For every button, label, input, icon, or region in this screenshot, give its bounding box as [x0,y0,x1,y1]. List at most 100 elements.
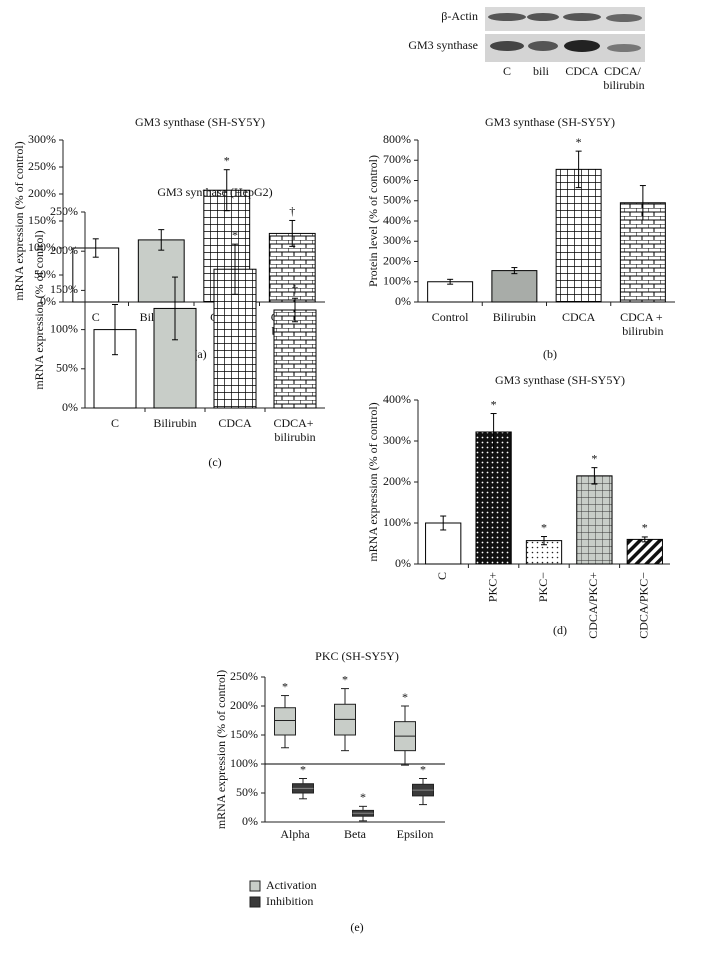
x-tick-label: Beta [344,827,367,841]
panel-label: (e) [350,920,363,934]
chart-title: GM3 synthase (SH-SY5Y) [495,373,625,387]
significance-marker: * [642,521,648,535]
x-tick-label: Bilirubin [493,310,536,324]
y-tick-label: 50% [236,785,258,799]
y-tick-label: 250% [230,669,258,683]
y-tick-label: 50% [34,267,56,281]
y-tick-label: 100% [383,274,411,288]
bar [626,538,663,565]
significance-marker: * [591,451,597,465]
significance-marker: * [541,520,547,534]
x-tick-label: CDCA + bilirubin [620,310,665,338]
y-tick-label: 200% [383,474,411,488]
blot-band [607,44,641,52]
significance-marker: * [491,397,497,411]
y-tick-label: 100% [28,240,56,254]
bar [576,475,613,565]
x-tick-label: CDCA+ bilirubin [273,416,316,444]
blot-band [564,40,600,52]
x-tick-label: CDCA [218,416,252,430]
y-tick-label: 200% [50,243,78,257]
significance-marker: * [224,153,230,167]
y-tick-label: 300% [383,233,411,247]
significance-marker: * [342,672,348,686]
bar [475,431,512,565]
y-axis-label: mRNA expression (% of control) [214,670,228,829]
significance-marker: * [232,228,238,242]
bar [491,270,538,303]
chart-title: PKC (SH-SY5Y) [315,649,399,663]
y-tick-label: 100% [383,515,411,529]
blot-band [527,13,559,21]
western-blot: β-Actin GM3 synthase [408,7,645,62]
y-tick-label: 500% [383,193,411,207]
y-tick-label: 100% [50,321,78,335]
y-tick-label: 200% [28,186,56,200]
y-axis-label: mRNA expression (% of control) [32,230,46,389]
x-tick-label: Alpha [280,827,310,841]
x-tick-label: CDCA/PKC+ [586,572,600,639]
bar [273,309,317,409]
y-tick-label: 250% [28,159,56,173]
y-tick-label: 400% [383,213,411,227]
blot-band [488,13,526,21]
panel-label: (a) [193,347,206,361]
blot-band [563,13,601,21]
x-tick-label: Control [432,310,469,324]
significance-marker: * [360,790,366,804]
y-tick-label: 150% [50,282,78,296]
x-tick-label: C [111,416,119,430]
x-tick-label: C [435,572,449,580]
legend-label: Activation [266,878,317,892]
significance-marker: * [576,135,582,149]
x-tick-label: CDCA/PKC− [637,572,651,639]
y-tick-label: 400% [383,392,411,406]
y-axis-label: mRNA expression (% of control) [12,141,26,300]
chart-title: GM3 synthase (HepG2) [157,185,272,199]
blot-lane-label: CDCA/ bilirubin [603,64,644,92]
legend-label: Inhibition [266,894,313,908]
bar [427,281,474,303]
x-tick-label: Epsilon [397,827,434,841]
blot-lane-label: CDCA [565,64,599,78]
panel-label: (c) [208,455,221,469]
blot-lane-label: C [503,64,511,78]
box [274,707,296,736]
significance-marker: * [300,762,306,776]
y-tick-label: 150% [28,213,56,227]
significance-marker: * [420,762,426,776]
panel-label: (d) [553,623,567,637]
significance-marker: † [289,204,295,218]
y-tick-label: 0% [395,556,411,570]
blot-row-label: β-Actin [441,9,478,23]
y-tick-label: 300% [383,433,411,447]
blot-row-label: GM3 synthase [408,38,478,52]
bar [619,202,666,303]
blot-band [490,41,524,51]
blot-lane-label: bili [533,64,550,78]
blot-band [528,41,558,51]
significance-marker: * [282,679,288,693]
x-tick-label: Bilirubin [153,416,196,430]
y-tick-label: 200% [230,698,258,712]
x-tick-label: PKC− [536,572,550,602]
y-tick-label: 600% [383,172,411,186]
y-tick-label: 800% [383,132,411,146]
y-tick-label: 100% [230,756,258,770]
legend-swatch [249,880,261,892]
chart-title: GM3 synthase (SH-SY5Y) [135,115,265,129]
y-axis-label: Protein level (% of control) [366,155,380,287]
y-tick-label: 0% [395,294,411,308]
x-tick-label: C [92,310,100,324]
y-tick-label: 300% [28,132,56,146]
panel-label: (b) [543,347,557,361]
y-axis-label: mRNA expression (% of control) [366,402,380,561]
y-tick-label: 200% [383,253,411,267]
y-tick-label: 250% [50,204,78,218]
x-tick-label: PKC+ [485,572,499,602]
y-tick-label: 0% [242,814,258,828]
legend-swatch [249,896,261,908]
bar [555,168,602,303]
blot-band [606,14,642,22]
